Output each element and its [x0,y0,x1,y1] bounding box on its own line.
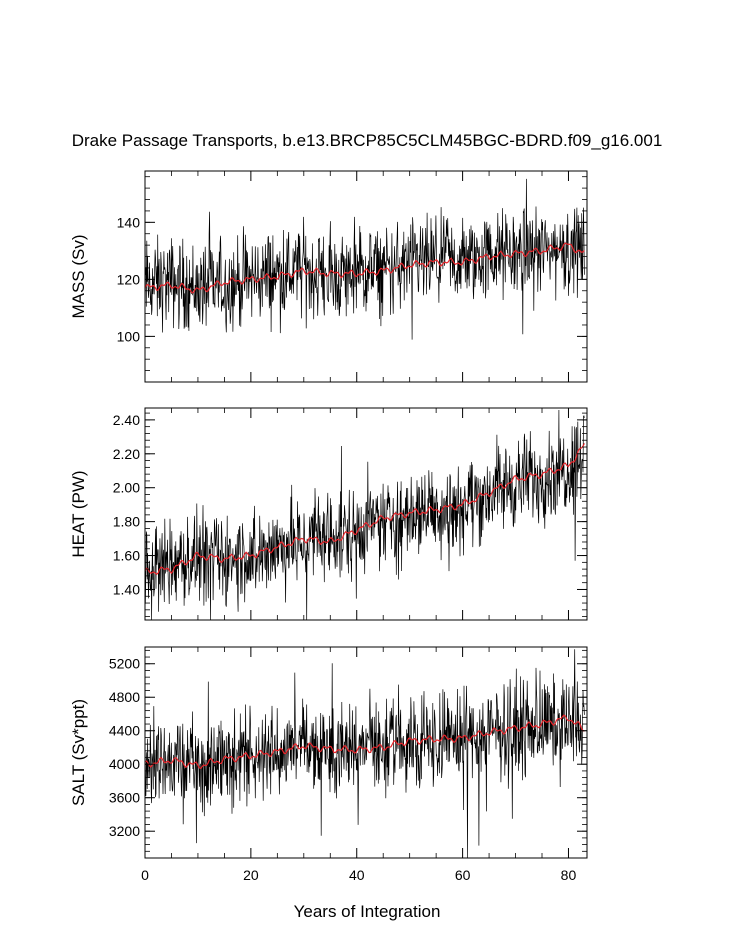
salt-raw-series [144,649,585,859]
panel-heat: 1.40 1.60 1.80 2.00 2.20 2.40 HEAT (PW) [69,407,588,621]
smoothed-series-line [144,242,585,294]
y-tick-label: 100 [117,328,141,344]
x-tick-label: 20 [243,867,259,883]
mass-axes: 100 120 140 [117,170,588,383]
figure-title: Drake Passage Transports, b.e13.BRCP85C5… [72,131,663,150]
heat-ylabel: HEAT (PW) [69,470,88,557]
y-tick-label: 1.40 [113,581,140,597]
y-tick-label: 4800 [109,689,140,705]
salt-axes: 3200 3600 4000 4400 4800 5200 [109,646,588,859]
raw-series-line [144,178,585,340]
y-tick-label: 3200 [109,823,140,839]
raw-series-line [144,409,585,621]
y-tick-label: 4000 [109,756,140,772]
salt-ylabel: SALT (Sv*ppt) [69,699,88,806]
plot-frame [144,646,588,859]
y-tick-label: 1.60 [113,548,140,564]
x-axis-tick-labels: 0 20 40 60 80 [141,867,576,883]
x-axis-label: Years of Integration [294,902,441,921]
heat-raw-series [144,409,585,621]
raw-series-line [144,649,585,859]
y-tick-label: 5200 [109,656,140,672]
heat-smoothed-series [144,443,585,575]
y-tick-label: 4400 [109,723,140,739]
panel-mass: 100 120 140 MASS (Sv) [69,170,588,383]
plot-frame [144,170,588,383]
smoothed-series-line [144,443,585,575]
y-tick-label: 2.00 [113,480,140,496]
y-tick-label: 2.20 [113,446,140,462]
panel-salt: 3200 3600 4000 4400 4800 5200 SALT (Sv*ppt) [69,646,588,859]
x-tick-label: 80 [561,867,577,883]
y-tick-label: 1.80 [113,514,140,530]
mass-smoothed-series [144,242,585,294]
x-tick-label: 0 [141,867,149,883]
y-tick-label: 140 [117,214,141,230]
x-tick-label: 40 [349,867,365,883]
heat-axes: 1.40 1.60 1.80 2.00 2.20 2.40 [113,407,588,621]
y-tick-label: 120 [117,271,141,287]
smoothed-series-line [144,714,585,770]
y-tick-label: 3600 [109,790,140,806]
x-tick-label: 60 [455,867,471,883]
plot-frame [144,407,588,621]
mass-ylabel: MASS (Sv) [69,234,88,318]
y-tick-label: 2.40 [113,412,140,428]
mass-raw-series [144,178,585,340]
salt-smoothed-series [144,714,585,770]
